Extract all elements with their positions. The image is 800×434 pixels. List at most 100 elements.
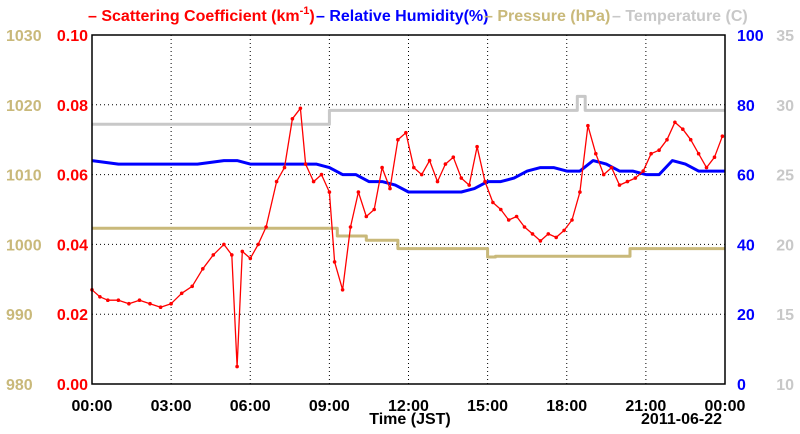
x-tick-label: 12:00	[388, 398, 429, 415]
scattering-point	[298, 106, 303, 111]
scattering-point	[106, 298, 110, 303]
scattering-point	[506, 218, 511, 222]
scattering-point	[201, 267, 205, 271]
scattering-point	[222, 242, 226, 247]
scattering-tick-label: 0.00	[57, 377, 88, 394]
scattering-point	[158, 305, 163, 310]
scattering-point	[688, 137, 693, 142]
scattering-tick-label: 0.08	[57, 98, 88, 115]
scattering-point	[127, 301, 131, 306]
legend-humidity: – Relative Humidity(%)	[316, 8, 488, 25]
scattering-point	[514, 214, 519, 219]
x-tick-label: 00:00	[705, 398, 746, 415]
scattering-point	[649, 151, 653, 156]
scattering-point	[696, 151, 701, 156]
series-line-pressure	[92, 226, 725, 259]
pressure-tick-label: 1030	[6, 28, 42, 45]
grid	[92, 35, 725, 384]
x-tick-label: 18:00	[546, 398, 587, 415]
scattering-point	[665, 137, 669, 142]
scattering-point	[235, 364, 239, 369]
legend: – Scattering Coefficient (km-1) – Relati…	[88, 5, 748, 25]
series-line-temperature	[92, 94, 725, 126]
scattering-point	[673, 120, 677, 125]
scattering-point	[372, 207, 377, 212]
x-tick-label: 00:00	[72, 398, 113, 415]
scattering-point	[562, 228, 566, 233]
scattering-point	[274, 179, 279, 184]
temperature-tick-label: 30	[776, 98, 794, 115]
x-tick-label: 06:00	[230, 398, 271, 415]
humidity-tick-label: 0	[737, 377, 746, 394]
scattering-point	[148, 301, 152, 306]
date-label: 2011-06-22	[641, 411, 722, 428]
series-layer	[90, 94, 725, 369]
scattering-point	[179, 291, 184, 296]
x-tick-label: 21:00	[625, 398, 666, 415]
scattering-point	[396, 137, 400, 142]
scattering-point	[256, 242, 261, 247]
scattering-tick-label: 0.02	[57, 307, 88, 324]
scattering-point	[380, 165, 384, 170]
scattering-point	[137, 298, 142, 303]
legend-scattering: – Scattering Coefficient (km-1)	[88, 5, 315, 25]
scattering-point	[419, 172, 424, 177]
scattering-point	[443, 162, 448, 166]
scattering-point	[554, 235, 558, 240]
scattering-tick-label: 0.10	[57, 28, 88, 45]
scattering-point	[578, 190, 582, 194]
temperature-tick-label: 15	[776, 307, 794, 324]
humidity-tick-label: 80	[737, 98, 755, 115]
legend-pressure: – Pressure (hPa)	[484, 8, 610, 25]
scattering-point	[332, 260, 337, 264]
scattering-point	[282, 165, 287, 170]
scattering-tick-label: 0.06	[57, 168, 88, 185]
scattering-point	[435, 179, 440, 184]
scattering-point	[617, 183, 622, 187]
temperature-tick-label: 10	[776, 377, 794, 394]
scattering-point	[467, 183, 472, 187]
scattering-point	[538, 239, 543, 243]
scattering-point	[303, 162, 308, 166]
humidity-tick-label: 100	[737, 28, 764, 45]
scattering-point	[319, 172, 324, 177]
scattering-point	[681, 127, 685, 131]
scattering-point	[388, 186, 392, 191]
scattering-point	[427, 158, 432, 163]
plot-frame	[91, 34, 726, 385]
scattering-point	[704, 165, 709, 170]
scattering-point	[348, 225, 353, 229]
scattering-point	[475, 144, 479, 149]
scattering-point	[530, 232, 535, 236]
scattering-point	[356, 190, 361, 194]
scattering-point	[712, 155, 717, 159]
scattering-point	[609, 165, 614, 170]
temperature-tick-label: 20	[776, 237, 794, 254]
series-line-scattering	[91, 107, 724, 368]
pressure-tick-label: 980	[6, 377, 33, 394]
pressure-tick-label: 990	[6, 307, 33, 324]
scattering-point	[586, 123, 590, 128]
scattering-point	[169, 301, 173, 306]
scattering-point	[570, 218, 574, 222]
scattering-point	[594, 151, 598, 156]
scattering-point	[264, 225, 268, 229]
scattering-point	[641, 169, 645, 173]
scattering-point	[459, 176, 464, 180]
scattering-point	[625, 179, 630, 184]
scattering-point	[340, 288, 345, 292]
scattering-point	[364, 214, 369, 219]
scattering-point	[311, 179, 316, 184]
scattering-point	[412, 165, 416, 170]
temperature-tick-label: 35	[776, 28, 794, 45]
scattering-point	[211, 253, 216, 257]
scattering-point	[546, 232, 551, 236]
x-tick-label: 03:00	[151, 398, 192, 415]
pressure-tick-label: 1020	[6, 98, 42, 115]
series-line-humidity	[91, 159, 725, 194]
pressure-tick-label: 1010	[6, 168, 42, 185]
scattering-point	[720, 134, 725, 138]
scattering-point	[522, 225, 527, 229]
scattering-point	[230, 253, 234, 257]
